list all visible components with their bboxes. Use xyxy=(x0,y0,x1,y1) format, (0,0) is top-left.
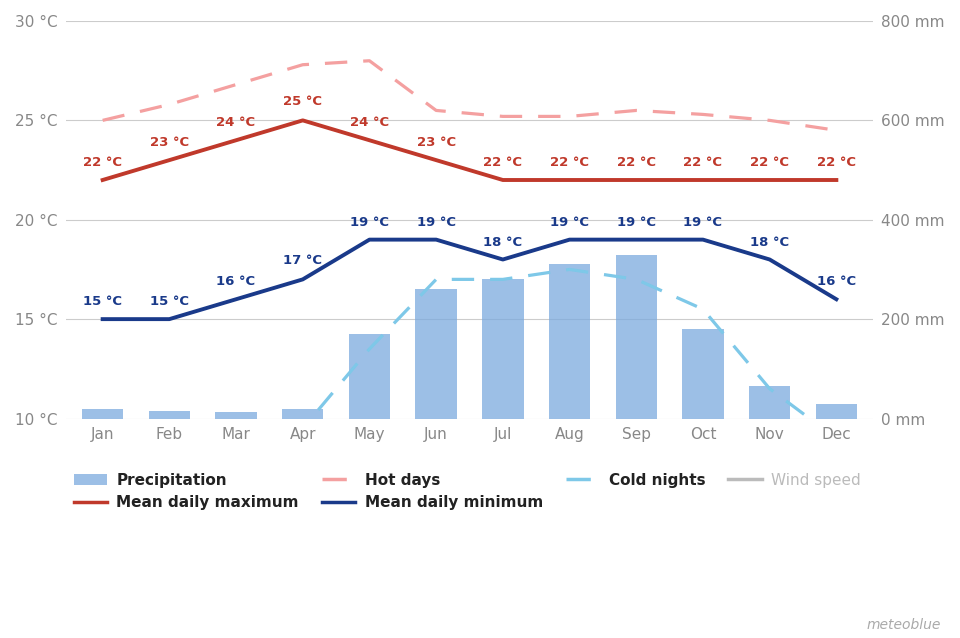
Text: 16 °C: 16 °C xyxy=(817,276,856,288)
Text: 17 °C: 17 °C xyxy=(283,255,323,267)
Bar xyxy=(149,411,190,419)
Text: 15 °C: 15 °C xyxy=(84,295,122,308)
Text: 18 °C: 18 °C xyxy=(483,235,522,249)
Bar xyxy=(348,334,390,419)
Bar xyxy=(549,265,590,419)
Bar xyxy=(482,279,523,419)
Text: 25 °C: 25 °C xyxy=(283,96,323,108)
Text: 22 °C: 22 °C xyxy=(550,156,589,169)
Bar xyxy=(82,408,123,419)
Text: 22 °C: 22 °C xyxy=(750,156,789,169)
Text: meteoblue: meteoblue xyxy=(867,618,941,632)
Text: 16 °C: 16 °C xyxy=(217,276,255,288)
Text: 22 °C: 22 °C xyxy=(616,156,656,169)
Text: 23 °C: 23 °C xyxy=(150,136,189,149)
Bar xyxy=(749,386,790,419)
Text: 22 °C: 22 °C xyxy=(483,156,522,169)
Bar xyxy=(416,289,457,419)
Text: 19 °C: 19 °C xyxy=(350,216,389,228)
Text: 19 °C: 19 °C xyxy=(684,216,723,228)
Bar xyxy=(215,412,256,419)
Text: 22 °C: 22 °C xyxy=(684,156,723,169)
Text: 22 °C: 22 °C xyxy=(817,156,856,169)
Text: 19 °C: 19 °C xyxy=(616,216,656,228)
Text: 18 °C: 18 °C xyxy=(750,235,789,249)
Text: 24 °C: 24 °C xyxy=(349,116,389,130)
Text: 15 °C: 15 °C xyxy=(150,295,189,308)
Bar xyxy=(615,255,657,419)
Bar xyxy=(282,408,324,419)
Bar xyxy=(816,404,857,419)
Text: 19 °C: 19 °C xyxy=(417,216,456,228)
Text: 22 °C: 22 °C xyxy=(84,156,122,169)
Text: 24 °C: 24 °C xyxy=(217,116,255,130)
Text: 19 °C: 19 °C xyxy=(550,216,589,228)
Bar xyxy=(683,329,724,419)
Legend: Precipitation, Mean daily maximum, Hot days, Mean daily minimum, Cold nights, Wi: Precipitation, Mean daily maximum, Hot d… xyxy=(74,473,860,510)
Text: 23 °C: 23 °C xyxy=(417,136,456,149)
